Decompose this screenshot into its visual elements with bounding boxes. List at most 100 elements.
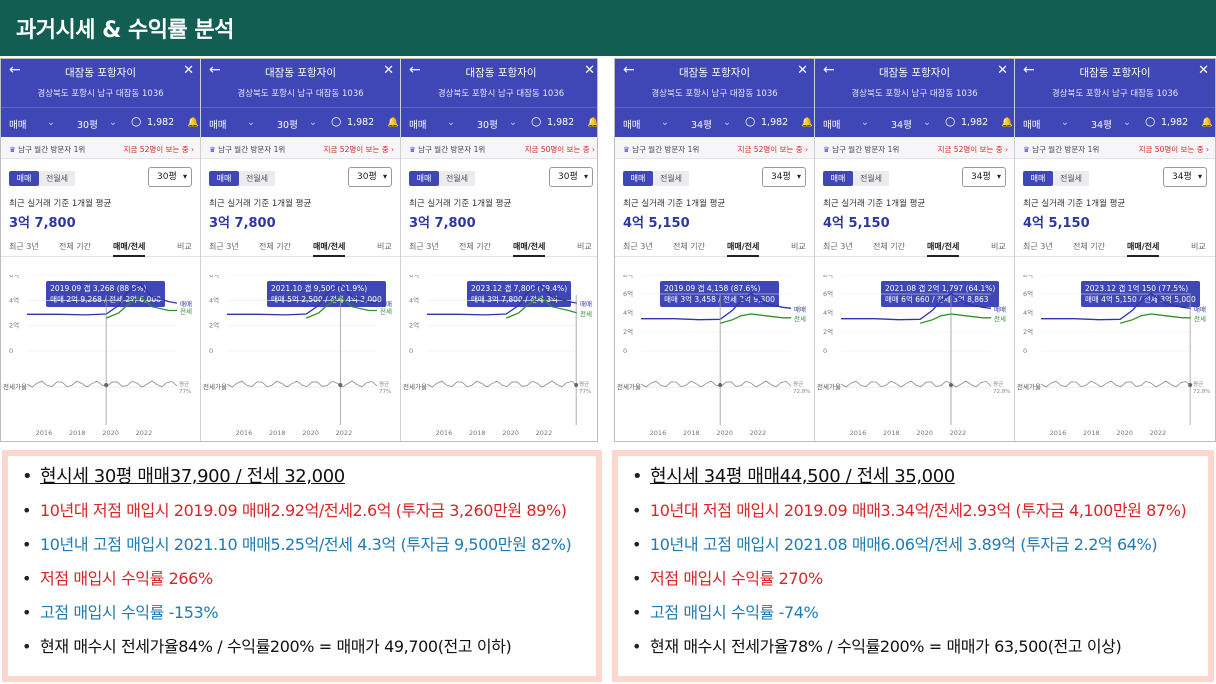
deal-type-select[interactable]: 매매 (409, 120, 427, 131)
deal-type-select[interactable]: 매매 (1023, 120, 1041, 131)
tab-period-compare[interactable]: 비교 (991, 242, 1006, 251)
ratio-avg-label: 평균 (1193, 381, 1203, 388)
deal-type-select[interactable]: 매매 (823, 120, 841, 131)
tab-period-compare[interactable]: 비교 (177, 242, 192, 251)
tab-period-3y[interactable]: 최근 3년 (823, 242, 853, 251)
tab-period-compare[interactable]: 비교 (1191, 242, 1206, 251)
tab-sale[interactable]: 매매 (1023, 171, 1053, 186)
close-icon[interactable]: ✕ (1198, 63, 1209, 78)
tab-rent[interactable]: 전월세 (39, 171, 75, 186)
visit-banner[interactable]: ♛ 남구 월간 방문자 1위 지금 52명이 보는 중 › (1, 137, 200, 159)
deal-type-select[interactable]: 매매 (9, 120, 27, 131)
arrow-left-icon[interactable]: ← (409, 62, 421, 78)
app-panel: ← 대잠동 포항자이 ✕ 경상북도 포항시 남구 대잠동 1036 매매 ⌄ 3… (1015, 59, 1215, 441)
search-icon[interactable]: ○ (1145, 114, 1156, 128)
tab-period-3y[interactable]: 최근 3년 (623, 242, 653, 251)
tab-period-all[interactable]: 전체 기간 (673, 242, 705, 251)
tab-period-ratio[interactable]: 매매/전세 (927, 241, 960, 257)
deal-type-select[interactable]: 매매 (623, 120, 641, 131)
bell-icon[interactable]: 🔔 (1201, 117, 1213, 128)
tab-period-all[interactable]: 전체 기간 (59, 242, 91, 251)
size-select[interactable]: 34평 (691, 120, 712, 131)
tab-sale[interactable]: 매매 (623, 171, 653, 186)
tab-period-3y[interactable]: 최근 3년 (209, 242, 239, 251)
arrow-left-icon[interactable]: ← (209, 62, 221, 78)
tab-sale[interactable]: 매매 (823, 171, 853, 186)
x-tick-label: 2020 (1116, 429, 1133, 437)
size-dropdown[interactable]: 30평 (549, 167, 593, 187)
close-icon[interactable]: ✕ (383, 63, 394, 78)
size-dropdown[interactable]: 30평 (348, 167, 392, 187)
marker-dot (949, 383, 953, 387)
size-dropdown[interactable]: 34평 (962, 167, 1006, 187)
bell-icon[interactable]: 🔔 (1001, 117, 1013, 128)
deal-type-select[interactable]: 매매 (209, 120, 227, 131)
arrow-left-icon[interactable]: ← (823, 62, 835, 78)
size-dropdown[interactable]: 34평 (762, 167, 806, 187)
search-icon[interactable]: ○ (131, 114, 142, 128)
tab-period-ratio[interactable]: 매매/전세 (313, 241, 346, 257)
tab-period-3y[interactable]: 최근 3년 (409, 242, 439, 251)
arrow-left-icon[interactable]: ← (9, 62, 21, 78)
tab-period-ratio[interactable]: 매매/전세 (513, 241, 546, 257)
tab-sale[interactable]: 매매 (409, 171, 439, 186)
tab-period-3y[interactable]: 최근 3년 (1023, 242, 1053, 251)
size-dropdown[interactable]: 30평 (148, 167, 192, 187)
tab-period-all[interactable]: 전체 기간 (1073, 242, 1105, 251)
tab-rent[interactable]: 전월세 (239, 171, 275, 186)
tab-period-3y[interactable]: 최근 3년 (9, 242, 39, 251)
size-dropdown[interactable]: 34평 (1163, 167, 1207, 187)
search-icon[interactable]: ○ (531, 114, 542, 128)
note-low-point-buy: 10년대 저점 매입시 2019.09 매매3.34억/전세2.93억 (투자금… (628, 494, 1198, 528)
tab-rent[interactable]: 전월세 (653, 171, 689, 186)
close-icon[interactable]: ✕ (183, 63, 194, 78)
tab-period-all[interactable]: 전체 기간 (459, 242, 491, 251)
period-tabs: 최근 3년 전체 기간 매매/전세 비교 (815, 237, 1014, 257)
arrow-left-icon[interactable]: ← (623, 62, 635, 78)
search-icon[interactable]: ○ (745, 114, 756, 128)
bell-icon[interactable]: 🔔 (387, 117, 399, 128)
tab-period-all[interactable]: 전체 기간 (873, 242, 905, 251)
tab-sale[interactable]: 매매 (9, 171, 39, 186)
tab-rent[interactable]: 전월세 (1053, 171, 1089, 186)
tab-sale[interactable]: 매매 (209, 171, 239, 186)
visit-banner[interactable]: ♛ 남구 월간 방문자 1위 지금 52명이 보는 중 › (815, 137, 1014, 159)
tab-period-all[interactable]: 전체 기간 (259, 242, 291, 251)
size-select[interactable]: 30평 (77, 120, 98, 131)
tab-rent[interactable]: 전월세 (439, 171, 475, 186)
tab-period-ratio[interactable]: 매매/전세 (1127, 241, 1160, 257)
close-icon[interactable]: ✕ (997, 63, 1008, 78)
close-icon[interactable]: ✕ (797, 63, 808, 78)
visit-banner[interactable]: ♛ 남구 월간 방문자 1위 지금 52명이 보는 중 › (201, 137, 400, 159)
filter-bar: 매매 ⌄ 34평 ⌄ ○ 1,982 🔔 (615, 107, 814, 137)
close-icon[interactable]: ✕ (584, 63, 595, 78)
tab-period-compare[interactable]: 비교 (577, 242, 592, 251)
search-icon[interactable]: ○ (331, 114, 342, 128)
bell-icon[interactable]: 🔔 (801, 117, 813, 128)
tab-period-ratio[interactable]: 매매/전세 (727, 241, 760, 257)
size-select[interactable]: 30평 (277, 120, 298, 131)
note-high-point-buy: 10년내 고점 매입시 2021.08 매매6.06억/전세 3.89억 (투자… (628, 528, 1198, 562)
bell-icon[interactable]: 🔔 (587, 117, 598, 128)
visit-banner[interactable]: ♛ 남구 월간 방문자 1위 지금 52명이 보는 중 › (615, 137, 814, 159)
arrow-left-icon[interactable]: ← (1023, 62, 1035, 78)
visit-banner[interactable]: ♛ 남구 월간 방문자 1위 지금 50명이 보는 중 › (401, 137, 597, 159)
tab-period-compare[interactable]: 비교 (377, 242, 392, 251)
size-select[interactable]: 34평 (1091, 120, 1112, 131)
tab-rent[interactable]: 전월세 (853, 171, 889, 186)
size-select[interactable]: 34평 (891, 120, 912, 131)
tooltip-prices: 매매 6억 660 / 전세 3억 8,863 (885, 295, 989, 304)
tab-period-compare[interactable]: 비교 (791, 242, 806, 251)
chevron-down-icon: ⌄ (861, 117, 869, 128)
tab-period-ratio[interactable]: 매매/전세 (113, 241, 146, 257)
bell-icon[interactable]: 🔔 (187, 117, 199, 128)
search-icon[interactable]: ○ (945, 114, 956, 128)
size-select[interactable]: 30평 (477, 120, 498, 131)
visit-banner[interactable]: ♛ 남구 월간 방문자 1위 지금 50명이 보는 중 › (1015, 137, 1215, 159)
